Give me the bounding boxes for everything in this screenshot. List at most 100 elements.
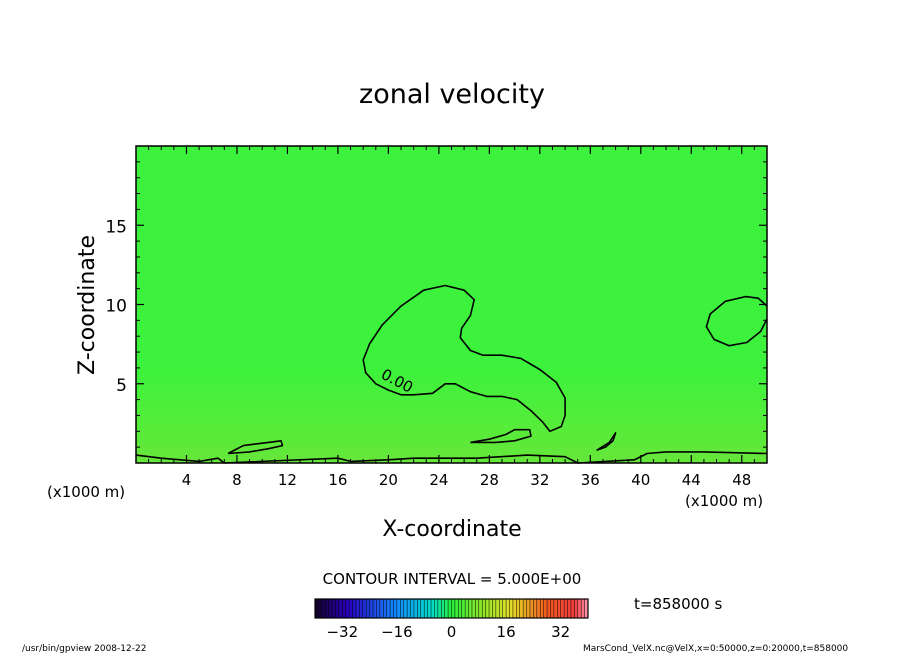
x-tick-label: 20 [379,471,398,489]
colorbar-cell [410,599,415,618]
x-tick-label: 40 [631,471,650,489]
colorbar-cell [396,599,401,618]
colorbar-cell [366,599,370,618]
colorbar-cell [420,599,425,618]
colorbar-cell [321,599,326,618]
colorbar-cell [577,599,582,618]
colorbar-cell [523,599,527,618]
contour-layer [135,284,768,464]
colorbar-cell [451,599,456,618]
colorbar-cell [540,599,544,618]
colorbar-cell [355,599,360,618]
colorbar-cell [373,599,377,618]
x-tick-label: 28 [480,471,499,489]
colorbar-cell [349,599,353,618]
field-background [136,146,767,463]
colorbar-cell [519,599,524,618]
colorbar-cell [478,599,483,618]
zero-contour-lowmid [470,428,532,444]
colorbar-cell [376,599,381,618]
colorbar-cell [335,599,340,618]
colorbar-cell [424,599,428,618]
colorbar-cell [417,599,422,618]
colorbar-cell [482,599,486,618]
colorbar-cell [345,599,350,618]
colorbar-cell [393,599,398,618]
colorbar-cell [437,599,442,618]
colorbar-cell [454,599,459,618]
colorbar-cell [550,599,555,618]
colorbar-frame [314,598,589,619]
colorbar-cell [359,599,364,618]
y-axis-label: Z-coordinate [75,235,100,375]
colorbar-cell [529,599,534,618]
colorbar-cell [581,599,585,618]
x-tick-label: 24 [429,471,448,489]
colorbar-cell [407,599,411,618]
x-tick-label: 36 [581,471,600,489]
colorbar-cell [553,599,558,618]
x-tick-label: 16 [328,471,347,489]
y-tick-label: 5 [116,376,127,396]
colorbar-cell [386,599,391,618]
colorbar-cell [543,599,548,618]
zero-contour-lowright [596,432,617,452]
colorbar-cell [475,599,480,618]
colorbar-tick-label: −32 [326,623,358,641]
colorbar-cell [403,599,408,618]
x-tick-label: 32 [530,471,549,489]
zero-contour-right [705,295,768,347]
colorbar-cell [560,599,565,618]
colorbar-cell [332,599,336,618]
x-tick-label: 48 [732,471,751,489]
colorbar-tick-label: −16 [381,623,413,641]
colorbar-cell [379,599,384,618]
footer-left: /usr/bin/gpview 2008-12-22 [22,644,146,654]
colorbar-cell [567,599,572,618]
colorbar-cell [318,599,323,618]
x-tick-label: 4 [182,471,192,489]
x-unit-left: (x1000 m) [47,483,125,501]
colorbar-cell [342,599,347,618]
colorbar-cell [570,599,575,618]
colorbar-cell [325,599,329,618]
colorbar-cell [444,599,449,618]
colorbar-cell [526,599,531,618]
colorbar-cell [557,599,561,618]
colorbar-cell [315,599,319,618]
colorbar-cell [362,599,367,618]
colorbar-cell [400,599,405,618]
time-text: t=858000 s [634,595,722,613]
x-tick-label: 44 [682,471,701,489]
x-tick-label: 12 [278,471,297,489]
colorbar-cell [427,599,432,618]
colorbar-cell [584,599,589,618]
footer-right: MarsCond_VelX.nc@VelX,x=0:50000,z=0:2000… [583,644,848,654]
colorbar-cell [461,599,466,618]
colorbar-cells [314,599,589,618]
colorbar-cell [413,599,418,618]
colorbar-cell [564,599,568,618]
colorbar-cell [471,599,476,618]
zero-contour-lowleft [227,440,284,455]
colorbar-cell [495,599,500,618]
colorbar: −32 −16 0 16 32 [314,598,589,641]
x-axis-label: X-coordinate [382,517,521,542]
x-unit-right: (x1000 m) [685,492,763,510]
colorbar-cell [499,599,503,618]
colorbar-cell [338,599,343,618]
colorbar-cell [536,599,541,618]
colorbar-cell [441,599,445,618]
colorbar-cell [468,599,473,618]
colorbar-cell [448,599,452,618]
contour-interval-text: CONTOUR INTERVAL = 5.000E+00 [323,570,582,588]
colorbar-tick-label: 16 [497,623,516,641]
colorbar-cell [434,599,439,618]
colorbar-cell [352,599,357,618]
colorbar-tick-label: 32 [551,623,570,641]
x-tick-label: 8 [232,471,242,489]
colorbar-cell [369,599,374,618]
